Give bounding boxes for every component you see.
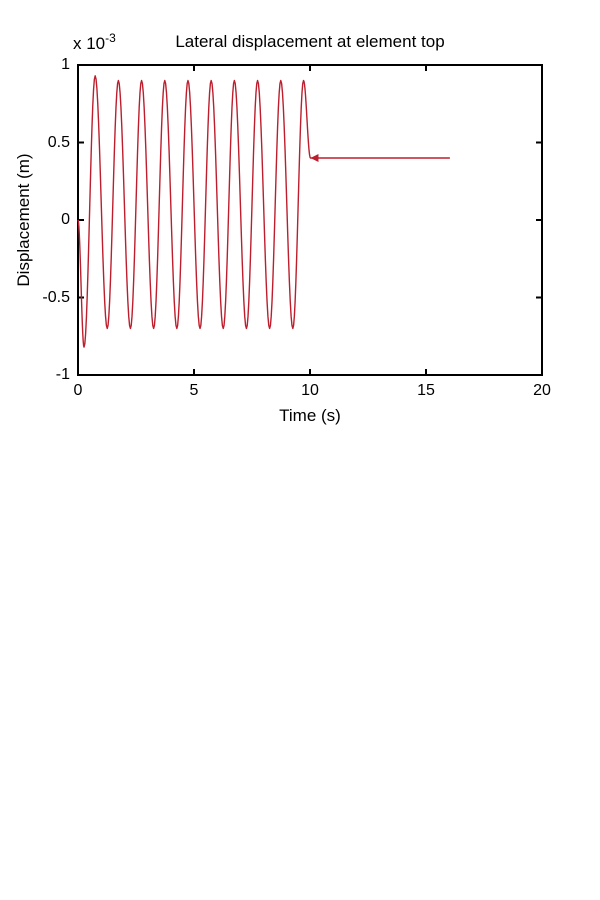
y-tick-label: 0 — [61, 211, 70, 228]
plot-area — [77, 64, 543, 376]
chart-title: Lateral displacement at element top — [175, 32, 445, 51]
y-tick-label: -1 — [55, 366, 70, 383]
x-tick-label: 15 — [417, 382, 435, 399]
x-tick-label: 20 — [533, 382, 551, 399]
y-tick-label: 1 — [61, 56, 70, 73]
x-tick-label: 0 — [73, 382, 83, 399]
y-axis-exponent-label: x 10-3 — [73, 31, 116, 54]
y-tick-label: 0.5 — [47, 133, 70, 151]
x-axis-label: Time (s) — [279, 406, 341, 425]
x-tick-label: 10 — [301, 382, 319, 399]
displacement-line — [77, 75, 450, 348]
settle-marker — [310, 154, 319, 162]
y-axis-exponent-prefix: x 10 — [73, 34, 106, 53]
y-tick-label: -0.5 — [42, 288, 70, 306]
y-axis-exponent-value: -3 — [105, 31, 116, 45]
x-tick-label: 5 — [189, 382, 199, 399]
